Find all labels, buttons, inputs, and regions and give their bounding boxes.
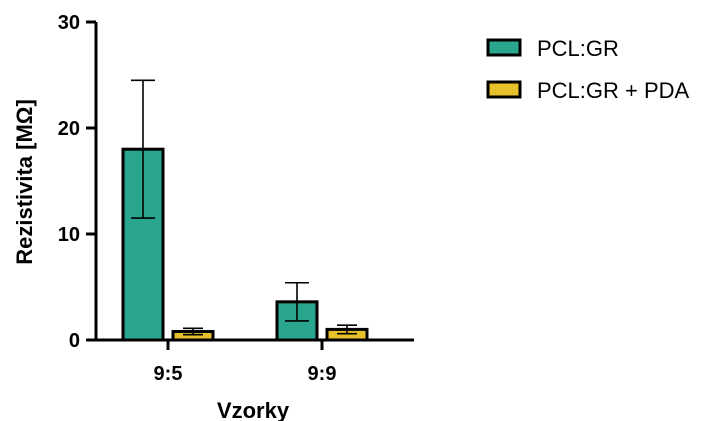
bars-group (121, 79, 369, 342)
y-tick-label: 10 (58, 224, 80, 246)
y-axis-title: Rezistivita [MΩ] (12, 99, 37, 265)
legend-swatch (486, 38, 522, 57)
y-tick-label: 20 (58, 118, 80, 140)
x-axis-title: Vzorky (217, 398, 290, 421)
x-axis: 9:5 9:9 (94, 338, 414, 385)
legend: PCL:GR PCL:GR + PDA (486, 36, 690, 103)
x-tick-label: 9:9 (308, 363, 337, 385)
x-tick-label: 9:5 (154, 363, 183, 385)
legend-label: PCL:GR + PDA (537, 78, 690, 103)
y-axis: 0 10 20 30 (58, 12, 98, 352)
legend-swatch (486, 80, 522, 99)
y-tick-label: 0 (69, 330, 80, 352)
legend-label: PCL:GR (537, 36, 619, 61)
y-tick-label: 30 (58, 12, 80, 34)
